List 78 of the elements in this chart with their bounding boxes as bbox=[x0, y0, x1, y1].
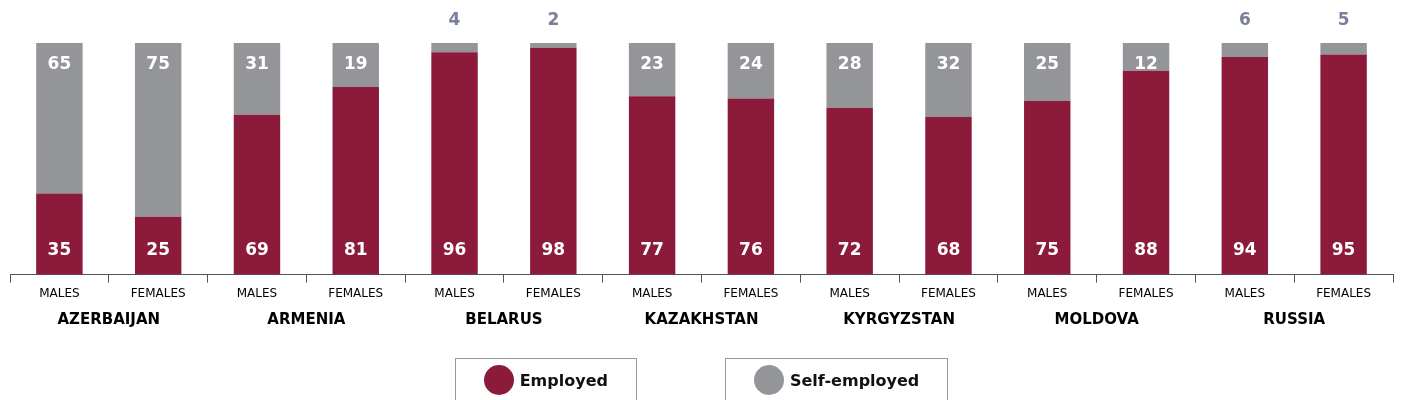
bar bbox=[826, 43, 873, 108]
data-label: 6 bbox=[1238, 9, 1251, 30]
x-tick-label: MALES bbox=[434, 285, 475, 300]
bar bbox=[1320, 54, 1367, 275]
legend-label: Employed bbox=[519, 370, 608, 390]
bar bbox=[233, 43, 281, 115]
text: KYRGYZSTAN bbox=[843, 309, 955, 328]
text: BELARUS bbox=[465, 309, 543, 328]
x-tick-label: FEMALES bbox=[130, 285, 186, 300]
bar bbox=[1221, 56, 1269, 275]
data-label: 68 bbox=[936, 239, 961, 260]
text: KAZAKHSTAN bbox=[644, 309, 759, 328]
data-label: 25 bbox=[146, 239, 171, 260]
data-label: 94 bbox=[1232, 239, 1257, 260]
x-tick-label: FEMALES bbox=[921, 285, 976, 300]
data-label: 88 bbox=[1134, 239, 1158, 260]
data-label: 75 bbox=[1035, 239, 1060, 260]
data-label: 76 bbox=[739, 239, 763, 260]
legend-label: Self-employed bbox=[789, 370, 920, 390]
data-label: 98 bbox=[541, 239, 566, 260]
text: RUSSIA bbox=[1263, 309, 1326, 328]
bar bbox=[925, 43, 972, 118]
bar bbox=[36, 193, 83, 275]
data-label: 2 bbox=[547, 9, 560, 30]
data-label: 23 bbox=[640, 53, 664, 74]
data-label: 69 bbox=[245, 239, 269, 260]
x-tick-label: FEMALES bbox=[1316, 285, 1372, 300]
data-label: 5 bbox=[1337, 9, 1350, 30]
data-label: 24 bbox=[739, 53, 763, 74]
bar bbox=[431, 52, 478, 275]
text: MOLDOVA bbox=[1054, 309, 1140, 328]
bar bbox=[1221, 43, 1269, 57]
data-label: 35 bbox=[47, 239, 72, 260]
bar bbox=[530, 47, 577, 275]
bar bbox=[233, 114, 281, 275]
text: ARMENIA bbox=[267, 309, 346, 328]
bar bbox=[1320, 43, 1367, 55]
bar bbox=[826, 107, 873, 275]
x-tick-label: MALES bbox=[829, 285, 870, 300]
x-tick-label: MALES bbox=[631, 285, 673, 300]
x-tick-label: MALES bbox=[1224, 285, 1266, 300]
bar bbox=[727, 98, 775, 275]
bar bbox=[1122, 70, 1170, 275]
text: AZERBAIJAN bbox=[57, 309, 161, 328]
bar bbox=[727, 43, 775, 99]
x-tick-label: MALES bbox=[236, 285, 278, 300]
data-label: 25 bbox=[1035, 53, 1060, 74]
data-label: 19 bbox=[343, 53, 368, 74]
data-label: 95 bbox=[1331, 239, 1356, 260]
data-label: 75 bbox=[146, 53, 171, 74]
bar bbox=[1024, 43, 1071, 101]
bar bbox=[530, 43, 577, 48]
data-label: 31 bbox=[245, 53, 269, 74]
x-tick-label: FEMALES bbox=[1118, 285, 1174, 300]
x-tick-label: FEMALES bbox=[723, 285, 779, 300]
x-tick-label: FEMALES bbox=[328, 285, 384, 300]
bar bbox=[628, 96, 676, 275]
bar bbox=[1024, 100, 1071, 275]
x-tick-label: MALES bbox=[1027, 285, 1068, 300]
data-label: 12 bbox=[1134, 53, 1158, 74]
bar bbox=[134, 43, 182, 217]
data-label: 32 bbox=[936, 53, 961, 74]
data-label: 28 bbox=[837, 53, 862, 74]
bar bbox=[925, 117, 972, 275]
data-label: 65 bbox=[47, 53, 72, 74]
bar bbox=[431, 43, 478, 53]
bar bbox=[134, 216, 182, 275]
x-tick-label: MALES bbox=[39, 285, 80, 300]
data-label: 72 bbox=[837, 239, 862, 260]
data-label: 81 bbox=[343, 239, 368, 260]
bar bbox=[36, 43, 83, 194]
data-label: 96 bbox=[442, 239, 467, 260]
bar bbox=[332, 43, 379, 87]
data-label: 77 bbox=[640, 239, 664, 260]
bar bbox=[628, 43, 676, 97]
data-label: 4 bbox=[448, 9, 461, 30]
x-tick-label: FEMALES bbox=[525, 285, 581, 300]
bar bbox=[332, 87, 379, 275]
